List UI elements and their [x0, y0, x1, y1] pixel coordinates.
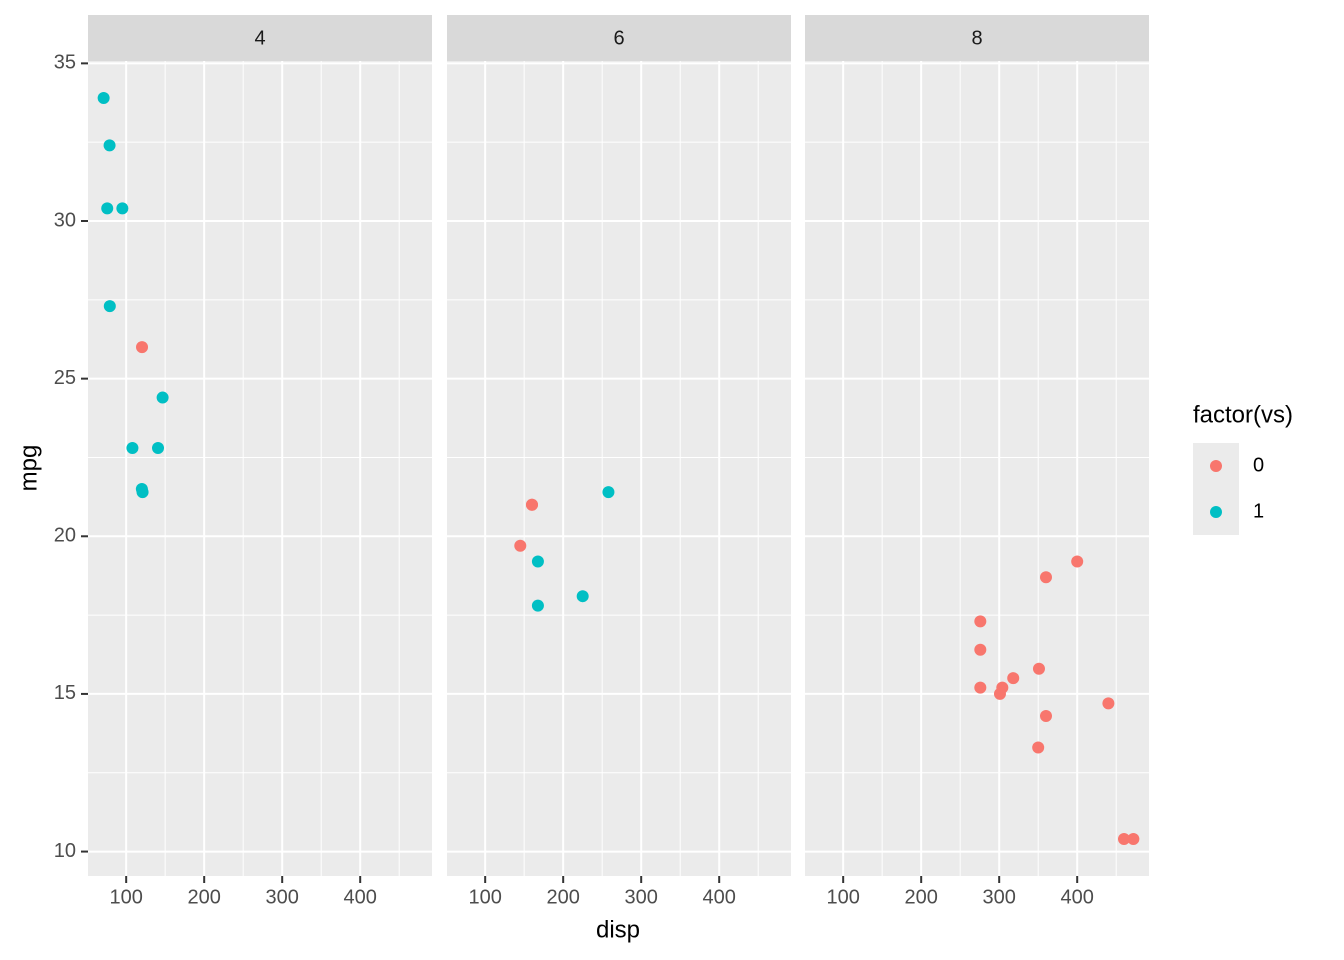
- x-tick-label: 100: [109, 886, 142, 908]
- y-tick-label: 35: [54, 52, 76, 74]
- point: [1071, 555, 1084, 568]
- x-tick-label: 400: [703, 886, 736, 908]
- x-tick-label: 400: [1061, 886, 1094, 908]
- point: [126, 442, 139, 455]
- point: [156, 391, 169, 404]
- y-tick-label: 10: [54, 840, 76, 862]
- point: [1117, 832, 1130, 845]
- legend-symbol: [1210, 460, 1222, 472]
- point: [576, 590, 589, 603]
- panel: [805, 61, 1149, 876]
- point: [152, 442, 165, 455]
- point: [136, 341, 149, 354]
- legend-label: 0: [1253, 454, 1264, 476]
- point: [531, 555, 544, 568]
- panel: [447, 61, 791, 876]
- x-tick-label: 300: [625, 886, 658, 908]
- strip: [447, 15, 791, 61]
- point: [1007, 672, 1020, 685]
- x-tick-label: 300: [983, 886, 1016, 908]
- strip-label: 4: [254, 27, 265, 49]
- point: [1102, 697, 1115, 710]
- x-tick-label: 100: [468, 886, 501, 908]
- point: [531, 599, 544, 612]
- x-tick-label: 400: [344, 886, 377, 908]
- x-tick-label: 200: [547, 886, 580, 908]
- x-axis-title: disp: [596, 916, 640, 943]
- point: [1032, 741, 1045, 754]
- point: [525, 498, 538, 511]
- point: [974, 681, 987, 694]
- point: [101, 202, 114, 215]
- legend-label: 1: [1253, 500, 1264, 522]
- x-tick-label: 300: [266, 886, 299, 908]
- y-axis-title: mpg: [15, 445, 42, 492]
- y-tick-label: 15: [54, 682, 76, 704]
- point: [993, 687, 1006, 700]
- point: [974, 643, 987, 656]
- point: [1032, 662, 1045, 675]
- point: [974, 615, 987, 628]
- panel: [88, 61, 432, 876]
- strip: [88, 15, 432, 61]
- strip-label: 6: [613, 27, 624, 49]
- point: [136, 486, 149, 499]
- point: [514, 539, 527, 552]
- point: [1127, 832, 1140, 845]
- strip: [805, 15, 1149, 61]
- legend-symbol: [1210, 506, 1222, 518]
- x-tick-label: 200: [905, 886, 938, 908]
- point: [1039, 571, 1052, 584]
- point: [103, 300, 116, 313]
- strip-label: 8: [971, 27, 982, 49]
- x-tick-label: 200: [188, 886, 221, 908]
- point: [1039, 709, 1052, 722]
- y-tick-label: 25: [54, 367, 76, 389]
- point: [103, 139, 116, 152]
- point: [116, 202, 129, 215]
- y-tick-label: 20: [54, 525, 76, 547]
- point: [97, 92, 110, 105]
- y-tick-label: 30: [54, 209, 76, 231]
- point: [602, 486, 615, 499]
- legend-title: factor(vs): [1193, 401, 1293, 428]
- x-tick-label: 100: [826, 886, 859, 908]
